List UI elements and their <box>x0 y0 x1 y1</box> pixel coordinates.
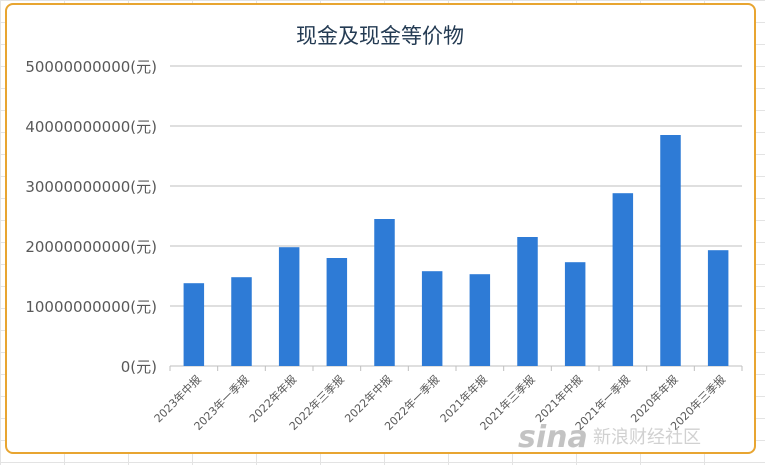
y-tick-label: 10000000000(元) <box>25 298 157 316</box>
bar[interactable] <box>421 271 443 366</box>
x-tick-label: 2021年年报 <box>437 372 490 425</box>
x-tick-label: 2020年年报 <box>628 372 681 425</box>
bar[interactable] <box>660 135 681 366</box>
y-axis-ticks: 0(元) 10000000000(元) 20000000000(元) 30000000… <box>25 58 157 376</box>
grid-lines <box>170 65 742 367</box>
x-tick-label: 2021年中报 <box>532 372 585 425</box>
x-tick-label: 2022年中报 <box>342 372 395 425</box>
watermark-text: 新浪财经社区 <box>593 427 701 448</box>
watermark: sina 新浪财经社区 <box>518 420 701 455</box>
y-tick-label: 40000000000(元) <box>25 118 157 136</box>
y-tick-label: 0(元) <box>121 358 157 376</box>
bar[interactable] <box>517 237 538 366</box>
chart-title: 现金及现金等价物 <box>296 24 464 48</box>
y-tick-label: 50000000000(元) <box>25 58 157 76</box>
bar[interactable] <box>612 193 634 366</box>
bar[interactable] <box>183 283 205 366</box>
x-tick-label: 2022年年报 <box>246 372 299 425</box>
y-tick-label: 30000000000(元) <box>25 178 157 196</box>
x-tick-label: 2023年中报 <box>151 372 204 425</box>
bar[interactable] <box>326 258 348 366</box>
y-tick-label: 20000000000(元) <box>25 238 157 256</box>
bar[interactable] <box>278 247 300 366</box>
x-axis-ticks: 2023年中报2023年一季报2022年年报2022年三季报2022年中报202… <box>151 366 743 433</box>
bar[interactable] <box>707 250 729 366</box>
bars <box>183 135 729 366</box>
bar[interactable] <box>469 274 491 366</box>
bar[interactable] <box>231 277 252 366</box>
bar[interactable] <box>564 262 586 366</box>
bar[interactable] <box>374 219 395 366</box>
sina-logo: sina <box>518 420 588 455</box>
